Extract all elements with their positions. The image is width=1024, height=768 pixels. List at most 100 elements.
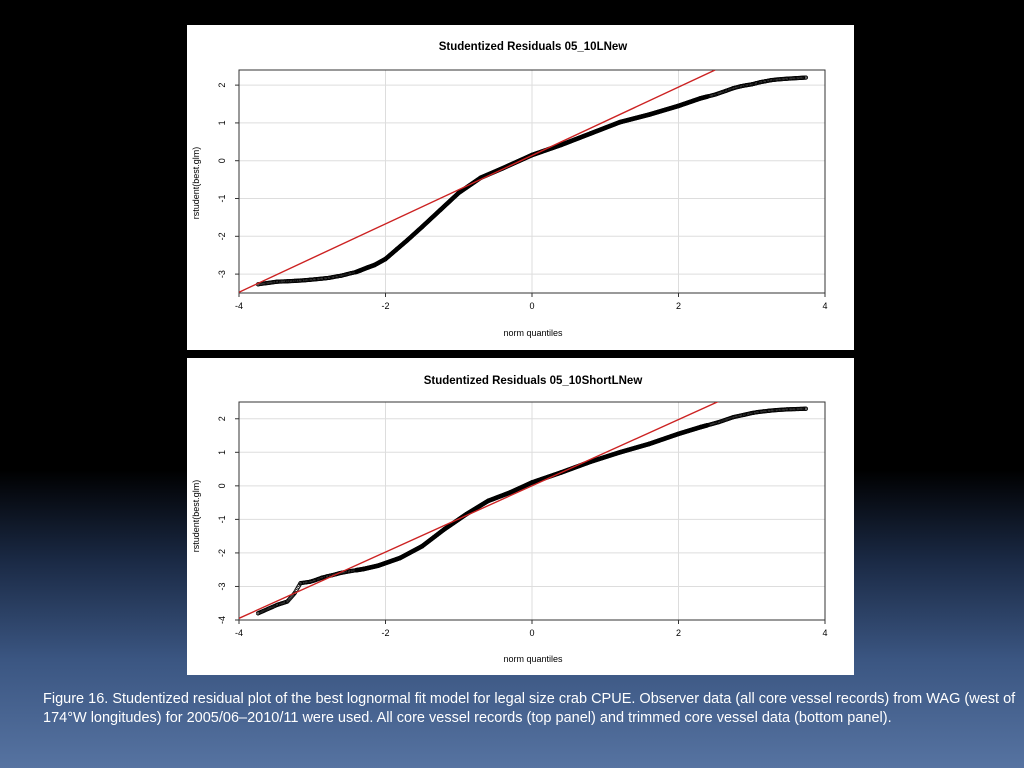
data-point	[768, 78, 773, 83]
x-tick-label: -2	[381, 301, 389, 311]
reference-line	[239, 70, 716, 293]
data-point	[353, 270, 358, 275]
x-tick-label: 2	[676, 301, 681, 311]
y-tick-label: -1	[217, 515, 227, 523]
x-tick-label: 4	[822, 301, 827, 311]
y-tick-label: 0	[217, 158, 227, 163]
top-chart-panel: Studentized Residuals 05_10LNew norm qua…	[187, 25, 854, 350]
data-point	[346, 569, 351, 574]
y-tick-label: 1	[217, 120, 227, 125]
data-point	[755, 409, 760, 415]
y-tick-label: -4	[217, 616, 227, 624]
data-point	[255, 611, 261, 616]
data-point	[738, 84, 743, 89]
figure-caption: Figure 16. Studentized residual plot of …	[43, 691, 1016, 726]
data-point	[716, 420, 721, 425]
data-point	[784, 407, 790, 412]
chart-title: Studentized Residuals 05_10ShortLNew	[424, 375, 643, 387]
x-tick-label: 0	[529, 301, 534, 311]
x-tick-label: -4	[235, 301, 243, 311]
y-axis-label: rstudent(best.glm)	[191, 147, 201, 220]
data-point	[731, 86, 736, 91]
data-point	[698, 95, 703, 101]
data-points	[255, 75, 809, 287]
data-point	[441, 527, 447, 532]
reference-line	[239, 402, 720, 619]
x-tick-label: -2	[381, 628, 389, 638]
y-axis-label: rstudent(best.glm)	[191, 480, 201, 553]
reference-line-group	[239, 70, 716, 293]
x-tick-label: 0	[529, 628, 534, 638]
data-point	[316, 576, 321, 582]
data-point	[339, 273, 344, 278]
data-point	[803, 75, 809, 80]
data-point	[803, 406, 809, 411]
data-point	[646, 112, 652, 117]
data-point	[588, 131, 593, 136]
data-point	[762, 79, 768, 84]
data-point	[397, 555, 403, 561]
data-point	[358, 267, 363, 273]
data-point	[303, 580, 308, 585]
data-point	[405, 237, 410, 243]
y-tick-label: -2	[217, 232, 227, 240]
data-point	[617, 119, 623, 125]
data-point	[285, 279, 290, 284]
reference-line-group	[239, 402, 720, 619]
x-tick-label: -4	[235, 628, 243, 638]
data-point	[364, 265, 370, 271]
grid	[238, 70, 826, 293]
data-point	[285, 599, 290, 604]
top-qq-plot: Studentized Residuals 05_10LNew norm qua…	[191, 41, 828, 338]
data-point	[335, 274, 340, 279]
data-point	[348, 271, 353, 276]
x-tick-label: 2	[676, 628, 681, 638]
data-point	[731, 414, 736, 420]
data-point	[761, 409, 766, 414]
y-tick-label: 0	[217, 483, 227, 488]
data-point	[375, 563, 381, 569]
data-point	[676, 431, 681, 437]
data-point	[319, 575, 324, 580]
data-point	[274, 279, 280, 284]
data-point	[485, 498, 491, 504]
data-point	[292, 278, 297, 284]
y-tick-label: -3	[217, 582, 227, 590]
y-tick-label: 2	[217, 83, 227, 88]
data-point	[274, 602, 280, 608]
data-point	[646, 441, 652, 447]
y-tick-label: 1	[217, 450, 227, 455]
data-point	[298, 278, 303, 283]
data-point	[419, 543, 425, 549]
data-point	[784, 76, 790, 81]
x-axis-label: norm quantiles	[503, 654, 563, 664]
data-point	[394, 247, 399, 252]
data-point	[529, 480, 535, 485]
data-point	[292, 591, 297, 596]
data-point	[307, 277, 313, 282]
data-point	[617, 449, 623, 455]
data-point	[419, 224, 425, 230]
data-point	[774, 407, 779, 413]
data-point	[758, 79, 763, 85]
data-point	[372, 262, 377, 268]
data-point	[303, 278, 308, 283]
data-point	[330, 275, 335, 280]
grid	[238, 402, 826, 621]
data-point	[749, 82, 754, 87]
chart-title: Studentized Residuals 05_10LNew	[439, 41, 628, 53]
data-point	[298, 581, 303, 586]
data-point	[456, 190, 462, 196]
data-point	[438, 207, 443, 213]
y-tick-label: -3	[217, 270, 227, 278]
data-point	[744, 83, 749, 88]
data-point	[312, 578, 317, 583]
data-point	[749, 410, 754, 416]
bottom-chart-panel: Studentized Residuals 05_10ShortLNew nor…	[187, 358, 854, 675]
data-point	[724, 88, 729, 93]
data-point	[307, 579, 313, 584]
data-point	[698, 424, 703, 430]
x-tick-label: 4	[822, 628, 827, 638]
y-tick-label: -2	[217, 549, 227, 557]
bottom-qq-plot: Studentized Residuals 05_10ShortLNew nor…	[191, 375, 828, 664]
